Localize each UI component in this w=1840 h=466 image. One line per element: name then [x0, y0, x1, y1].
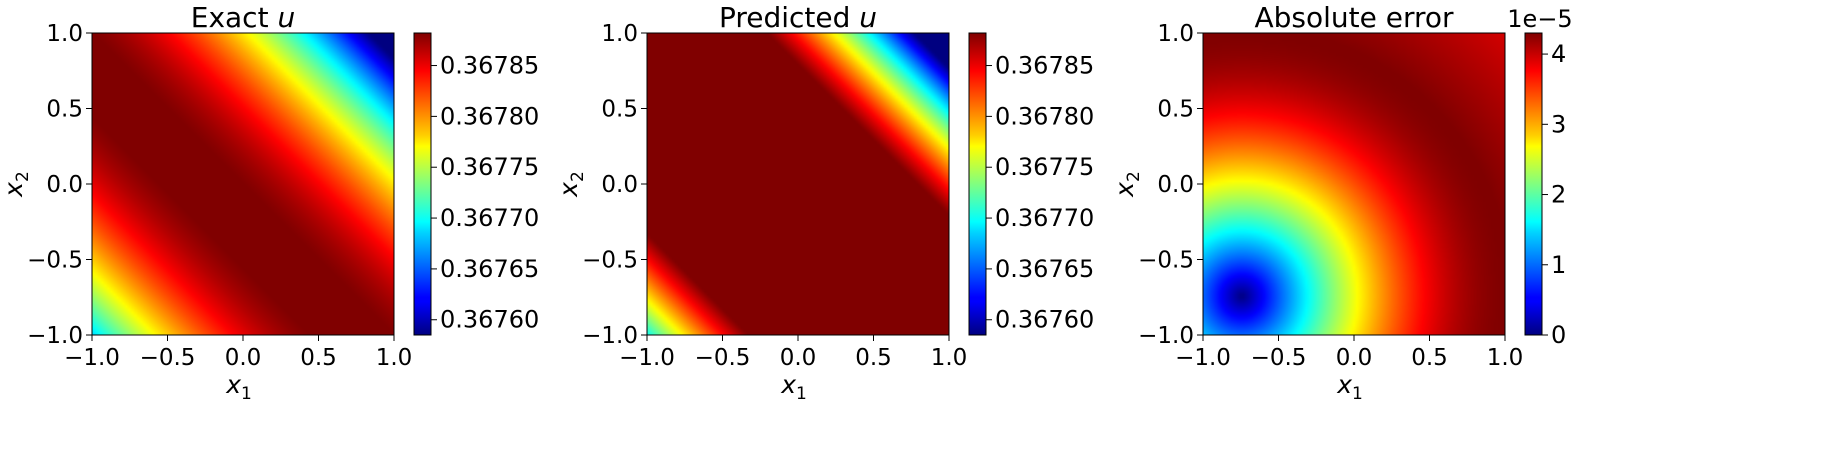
colorbar-tick-label: 0.36770 [440, 204, 539, 232]
y-tick-label: 0.0 [1157, 172, 1194, 198]
chart-panel-3: Absolute error −1.0 −0.5 0.0 0.5 1.0 −1.0 −0.5 0… [1110, 1, 1573, 404]
chart-title-text: Absolute error [1254, 1, 1454, 34]
colorbar: 0.36760 0.36765 0.36770 0.36775 0.36780 0.367… [968, 32, 1094, 336]
y-tick-label: 1.0 [1157, 21, 1194, 47]
chart-panel-1: Exact u −1.0 −0.5 0.0 0.5 1.0 −1.0 −0.5 0.0 0.5 1.… [0, 1, 539, 404]
heatmap-image [1203, 33, 1505, 335]
y-tick-label: 0.0 [46, 172, 83, 198]
colorbar: 0 1 2 3 4 1e−5 [1507, 5, 1572, 349]
colorbar-tick-label: 0.36775 [995, 153, 1094, 181]
y-tick-label: 0.5 [1157, 97, 1194, 123]
y-tick-label: −1.0 [27, 323, 83, 349]
colorbar-tick-label: 0.36775 [440, 153, 539, 181]
y-axis-label: x2 [554, 171, 588, 198]
y-tick-label: −1.0 [582, 323, 638, 349]
colorbar-tick-label: 0.36785 [995, 52, 1094, 80]
y-tick-label: 0.5 [46, 97, 83, 123]
colorbar-offset-label: 1e−5 [1507, 5, 1572, 33]
chart-panel-2: Predicted u −1.0 −0.5 0.0 0.5 1.0 −1.0 −0.5 0.0 0… [554, 1, 1094, 404]
x-axis-label: x1 [225, 370, 252, 404]
colorbar-gradient [1524, 32, 1543, 336]
heatmap-image [647, 33, 949, 335]
colorbar-tick-label: 0.36770 [995, 204, 1094, 232]
x-tick-label: −1.0 [64, 345, 120, 371]
chart-title: Predicted u [719, 1, 877, 34]
x-tick-label: 0.5 [300, 345, 337, 371]
colorbar-tick-label: 0.36765 [440, 255, 539, 283]
colorbar-tick-label: 0.36780 [995, 102, 1094, 130]
chart-title-variable: u [269, 1, 296, 34]
x-tick-label: 1.0 [376, 345, 413, 371]
y-tick-label: 0.5 [601, 97, 638, 123]
colorbar-tick-label: 2 [1551, 181, 1566, 209]
x-axis-label: x1 [780, 370, 807, 404]
x-tick-label: 0.0 [780, 345, 817, 371]
x-tick-label: −1.0 [1175, 345, 1231, 371]
x-tick-label: −0.5 [695, 345, 751, 371]
x-tick-label: −0.5 [1251, 345, 1307, 371]
y-tick-label: 1.0 [46, 21, 83, 47]
x-tick-label: 1.0 [931, 345, 968, 371]
chart-title: Exact u [191, 1, 295, 34]
x-tick-label: 0.5 [855, 345, 892, 371]
y-tick-label: 0.0 [601, 172, 638, 198]
colorbar-tick-label: 1 [1551, 251, 1566, 279]
y-axis-label: x2 [0, 171, 33, 198]
colorbar-tick-label: 0.36780 [440, 102, 539, 130]
colorbar-tick-label: 0.36760 [995, 306, 1094, 334]
x-axis-label: x1 [1336, 370, 1363, 404]
x-tick-label: 0.0 [225, 345, 262, 371]
colorbar-tick-label: 0 [1551, 321, 1566, 349]
y-tick-label: −1.0 [1138, 323, 1194, 349]
y-axis-label: x2 [1110, 171, 1144, 198]
colorbar-tick-label: 0.36760 [440, 306, 539, 334]
x-tick-label: −0.5 [140, 345, 196, 371]
colorbar-tick-label: 3 [1551, 110, 1566, 138]
x-tick-label: 1.0 [1487, 345, 1524, 371]
y-tick-label: −0.5 [27, 248, 83, 274]
x-tick-label: 0.0 [1336, 345, 1373, 371]
x-tick-label: 0.5 [1411, 345, 1448, 371]
x-tick-label: −1.0 [619, 345, 675, 371]
colorbar-tick-label: 4 [1551, 40, 1566, 68]
chart-title-text: Exact [191, 1, 269, 34]
y-tick-label: 1.0 [601, 21, 638, 47]
colorbar-gradient [413, 32, 432, 336]
y-tick-label: −0.5 [582, 248, 638, 274]
chart-title-variable: u [850, 1, 877, 34]
colorbar-tick-label: 0.36785 [440, 52, 539, 80]
y-tick-label: −0.5 [1138, 248, 1194, 274]
colorbar-gradient [968, 32, 987, 336]
chart-title-text: Predicted [719, 1, 850, 34]
colorbar: 0.36760 0.36765 0.36770 0.36775 0.36780 0.367… [413, 32, 539, 336]
heatmap-image [92, 33, 394, 335]
colorbar-tick-label: 0.36765 [995, 255, 1094, 283]
chart-title: Absolute error [1254, 1, 1454, 34]
